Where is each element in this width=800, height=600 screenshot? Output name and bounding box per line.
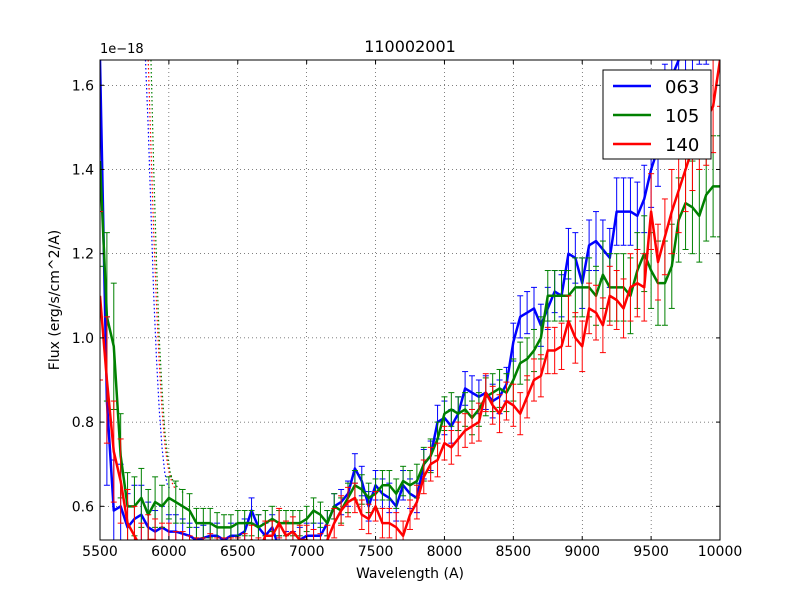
x-tick-label: 7000 — [289, 544, 325, 560]
axes-frame — [99, 59, 721, 541]
x-tick-label: 9500 — [633, 544, 669, 560]
dotted-extension-line — [150, 60, 185, 495]
y-tick-label: 0.8 — [72, 415, 94, 431]
x-tick-label: 8000 — [427, 544, 463, 560]
y-offset-label: 1e−18 — [100, 42, 144, 57]
legend-label: 063 — [665, 77, 699, 98]
x-axis-label: Wavelength (A) — [356, 566, 464, 582]
y-tick-label: 1.4 — [72, 162, 94, 178]
series-line — [100, 60, 720, 540]
axis-ticks: 5500 6000 6500 7000 7500 8000 8500 9000 9500 1000… — [72, 60, 743, 560]
x-tick-label: 9000 — [564, 544, 600, 560]
y-tick-label: 1.6 — [72, 78, 94, 94]
x-tick-label: 7500 — [358, 544, 394, 560]
legend: 063 105 140 — [602, 69, 712, 160]
x-tick-label: 8500 — [496, 544, 532, 560]
x-tick-label: 6500 — [220, 544, 256, 560]
chart-title: 110002001 — [364, 37, 456, 56]
plot-area — [100, 60, 720, 540]
legend-label: 140 — [665, 135, 699, 156]
y-tick-label: 1.2 — [72, 247, 94, 263]
y-axis-label: Flux (erg/s/cm^2/A) — [47, 230, 63, 370]
y-tick-label: 1.0 — [72, 331, 94, 347]
x-tick-label: 6000 — [151, 544, 187, 560]
dotted-extension-line — [147, 60, 177, 490]
legend-label: 105 — [665, 106, 699, 127]
x-tick-label: 10000 — [698, 544, 743, 560]
x-tick-label: 5500 — [82, 544, 118, 560]
dotted-extension-line — [144, 60, 171, 490]
y-tick-label: 0.6 — [72, 499, 94, 515]
